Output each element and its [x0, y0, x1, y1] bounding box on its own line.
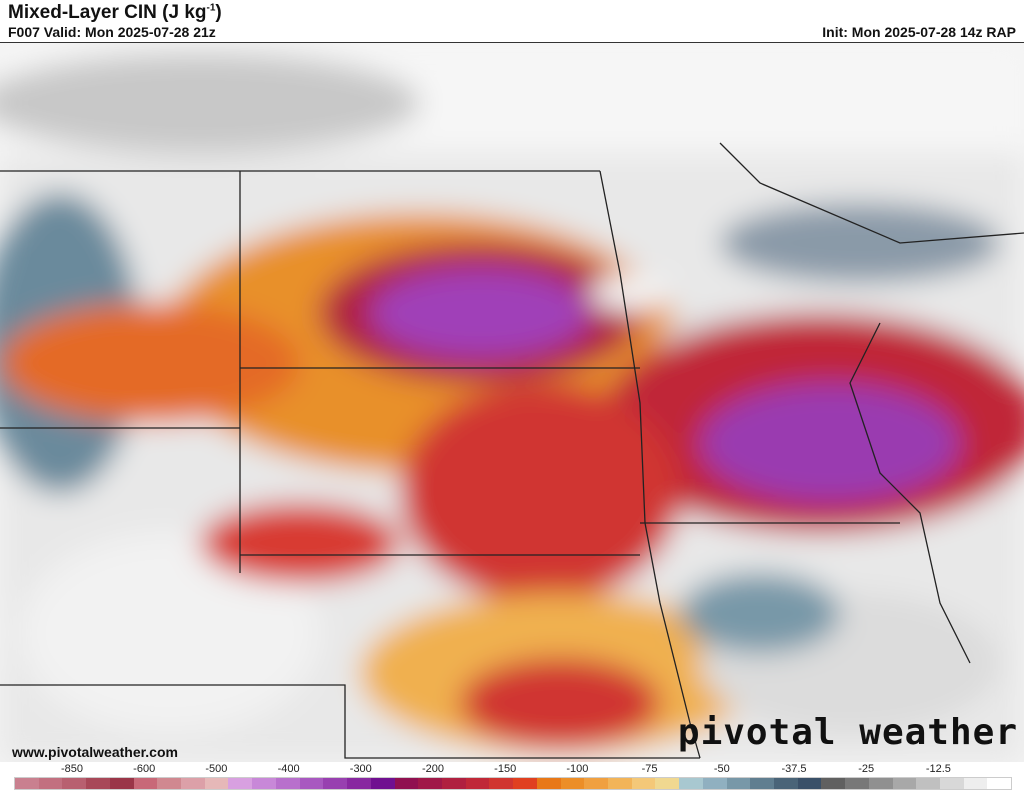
colorbar-swatch [394, 778, 419, 789]
colorbar-label: -400 [277, 763, 300, 775]
cin-map [0, 42, 1024, 763]
colorbar-swatch [181, 778, 205, 789]
colorbar-swatch [655, 778, 680, 789]
colorbar-swatch [797, 778, 822, 789]
colorbar-swatch [228, 778, 253, 789]
colorbar-label: -600 [133, 763, 156, 775]
colorbar-label: -300 [349, 763, 372, 775]
colorbar-label: -100 [566, 763, 589, 775]
colorbar-swatch [441, 778, 466, 789]
colorbar-swatch [750, 778, 774, 789]
state-borders [0, 142, 1024, 759]
colorbar-swatch [489, 778, 514, 789]
colorbar-swatch [868, 778, 893, 789]
colorbar-swatch [892, 778, 917, 789]
colorbar-swatch [204, 778, 229, 789]
colorbar-label: -37.5 [781, 763, 807, 775]
colorbar-label: -12.5 [925, 763, 951, 775]
colorbar-swatch [38, 778, 63, 789]
colorbar-swatch [323, 778, 348, 789]
colorbar-swatch [584, 778, 608, 789]
colorbar-swatch [513, 778, 537, 789]
colorbar-label: -75 [641, 763, 658, 775]
colorbar-swatch [347, 778, 371, 789]
colorbar-swatch [109, 778, 134, 789]
map-title: Mixed-Layer CIN (J kg-1) [8, 2, 222, 23]
colorbar-swatch [702, 778, 727, 789]
colorbar-swatch [252, 778, 276, 789]
colorbar-swatch [133, 778, 158, 789]
colorbar: -850 -600 -500 -400 -300 -200 -150 -100 -75 -50 -3… [0, 762, 1024, 791]
site-url[interactable]: www.pivotalweather.com [12, 744, 178, 760]
init-time: Init: Mon 2025-07-28 14z RAP [822, 24, 1016, 40]
colorbar-swatch [679, 778, 703, 789]
colorbar-swatch [418, 778, 442, 789]
colorbar-swatch [987, 778, 1012, 789]
colorbar-swatch [774, 778, 798, 789]
colorbar-swatch [15, 778, 39, 789]
colorbar-label: -25 [858, 763, 875, 775]
cin-field [0, 43, 1024, 763]
colorbar-swatch [940, 778, 964, 789]
colorbar-swatch [86, 778, 110, 789]
colorbar-swatch [62, 778, 87, 789]
colorbar-label: -150 [494, 763, 517, 775]
colorbar-swatch [607, 778, 632, 789]
colorbar-swatch [821, 778, 846, 789]
colorbar-swatch [157, 778, 182, 789]
colorbar-label: -500 [205, 763, 228, 775]
colorbar-swatch [536, 778, 561, 789]
colorbar-swatch [631, 778, 656, 789]
brand-logo: pivotal weather [677, 712, 1018, 753]
colorbar-label: -200 [421, 763, 445, 775]
colorbar-swatch [275, 778, 300, 789]
colorbar-swatch [465, 778, 490, 789]
colorbar-swatch [845, 778, 869, 789]
colorbar-swatch [370, 778, 395, 789]
colorbar-label: -850 [60, 763, 84, 775]
colorbar-swatch [726, 778, 751, 789]
colorbar-swatch [963, 778, 988, 789]
valid-time: F007 Valid: Mon 2025-07-28 21z [8, 24, 216, 40]
colorbar-swatch [299, 778, 324, 789]
colorbar-swatch [560, 778, 585, 789]
colorbar-label: -50 [713, 763, 730, 775]
colorbar-swatch [916, 778, 941, 789]
